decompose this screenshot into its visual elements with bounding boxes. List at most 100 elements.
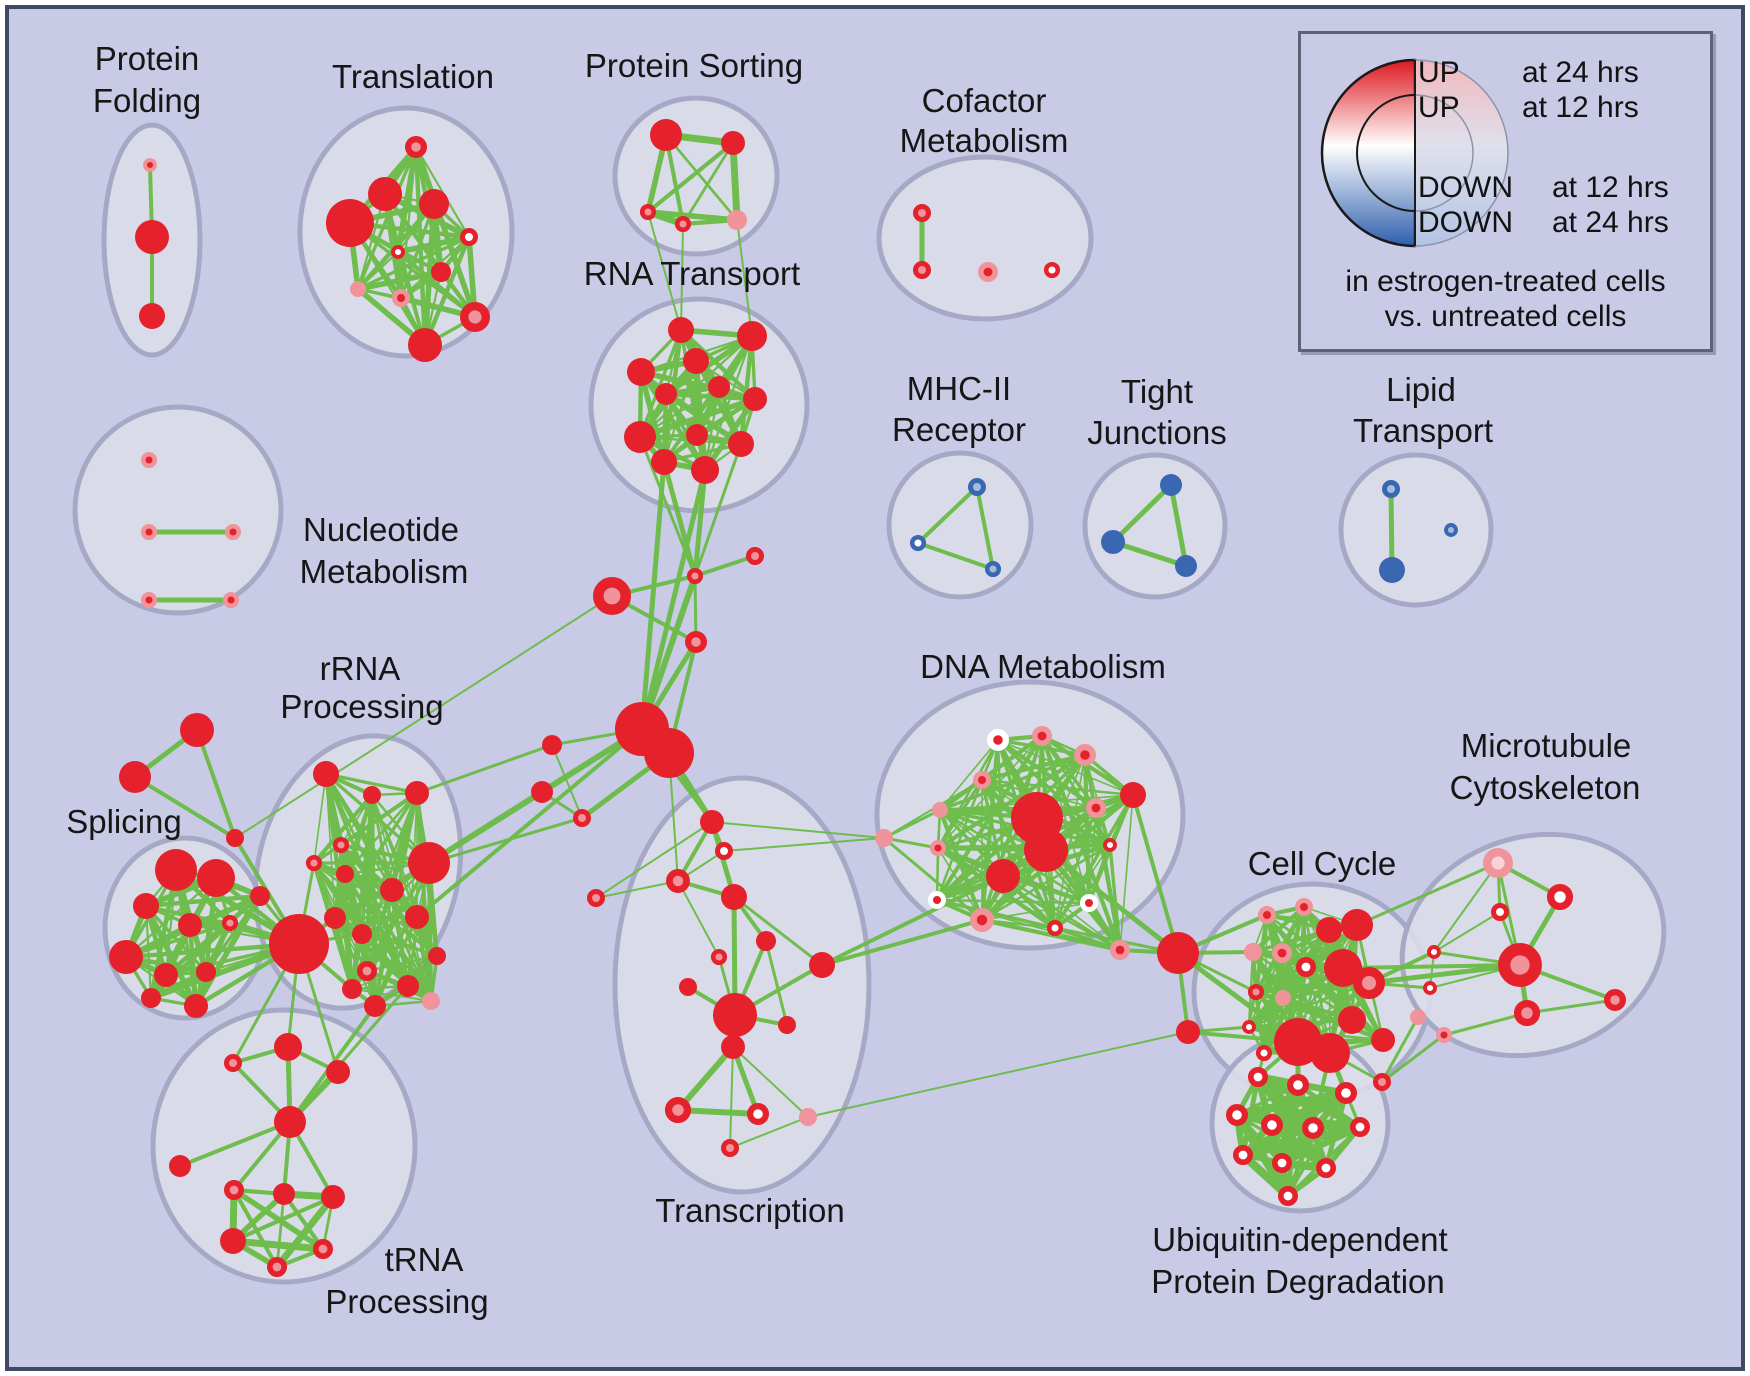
legend-caption-line2: vs. untreated cells	[1384, 300, 1627, 333]
edge	[1238, 1122, 1365, 1160]
legend-row-up-24: UP at 24 hrs	[1418, 56, 1698, 90]
edge	[1380, 1033, 1446, 1084]
node-tn-4	[169, 1155, 191, 1177]
edge	[639, 459, 667, 732]
node-mc-8	[1410, 1009, 1426, 1025]
edge	[1119, 794, 1134, 951]
edge	[638, 369, 758, 402]
node-dm-14	[1046, 919, 1064, 937]
node-cc-14	[1310, 1033, 1350, 1073]
edge	[820, 918, 984, 967]
node-rt-3	[627, 358, 655, 386]
node-tn-5	[224, 1180, 245, 1201]
edge	[702, 396, 758, 473]
node-tl-6	[431, 262, 451, 282]
node-f_k	[1157, 932, 1199, 974]
node-mh-1	[909, 534, 927, 552]
edge	[1232, 1088, 1351, 1120]
edge	[1238, 1150, 1293, 1201]
cluster-tn-label-1: Processing	[325, 1283, 488, 1320]
node-tn-1	[274, 1033, 302, 1061]
edge	[723, 837, 885, 852]
legend-time-label: at 12 hrs	[1522, 91, 1639, 124]
edge	[230, 1194, 336, 1244]
edge	[729, 1046, 734, 1149]
edge	[637, 396, 758, 440]
edge	[680, 223, 684, 331]
node-tn-10	[266, 1257, 287, 1278]
edge	[426, 860, 434, 1004]
cluster-tn-ellipse	[150, 1007, 418, 1285]
node-rr-13	[342, 979, 362, 999]
node-ps-0	[650, 119, 682, 151]
node-dm-16	[1110, 939, 1131, 960]
node-ub-1	[1286, 1073, 1309, 1096]
edge	[935, 843, 1112, 902]
label-layer: Protein Folding Translation Protein Sorting…	[66, 40, 1640, 1320]
edge	[389, 887, 411, 989]
cluster-cm-label-0: Cofactor	[922, 82, 1047, 119]
edge	[935, 842, 1113, 851]
edge	[662, 385, 721, 464]
edge	[595, 880, 679, 899]
node-mc-4	[1498, 943, 1542, 987]
edge	[1388, 486, 1395, 573]
legend-dir-label: DOWN	[1418, 171, 1513, 204]
edge	[1093, 805, 1123, 953]
edge	[1433, 911, 1501, 953]
node-dm-4	[932, 802, 948, 818]
node-ub-2	[1334, 1081, 1357, 1104]
edge	[195, 728, 237, 840]
node-tc-6	[756, 931, 776, 951]
legend-time-label: at 24 hrs	[1552, 206, 1669, 239]
edge	[1380, 1015, 1420, 1084]
node-f_l	[1176, 1020, 1200, 1044]
node-mc-7	[1603, 988, 1626, 1011]
edge	[661, 459, 698, 579]
node-dm-8	[1120, 782, 1146, 808]
node-rt-0	[668, 317, 694, 343]
node-ps-2	[639, 203, 657, 221]
node-f_f	[573, 809, 591, 827]
edge	[1110, 482, 1174, 545]
node-rt-5	[708, 376, 730, 398]
node-cc-0	[1258, 906, 1276, 924]
cluster-mh-label-0: MHC-II	[907, 370, 1011, 407]
cluster-nm-label-1: Metabolism	[300, 553, 469, 590]
edge	[187, 922, 199, 1009]
edge	[1086, 842, 1113, 906]
node-tc-5	[710, 948, 728, 966]
node-dm-6	[1024, 828, 1068, 872]
node-sp-11	[141, 988, 161, 1008]
node-ub-7	[1233, 1145, 1254, 1166]
legend-row-down-24: DOWN at 24 hrs	[1418, 206, 1698, 240]
node-sp-12	[184, 994, 208, 1018]
node-f_d	[542, 735, 562, 755]
cluster-tj-label-0: Tight	[1121, 373, 1193, 410]
node-cc-6	[1296, 956, 1317, 977]
cluster-mc-label-1: Cytoskeleton	[1450, 769, 1641, 806]
node-cc-15	[1338, 1006, 1366, 1034]
edge	[675, 1107, 761, 1117]
node-cc-12	[1255, 1044, 1273, 1062]
edge	[882, 836, 984, 922]
node-tl-7	[350, 281, 366, 297]
edge	[1131, 793, 1180, 955]
node-sp-8	[109, 940, 143, 974]
edge	[882, 836, 940, 850]
edge	[935, 898, 1091, 905]
node-f_a	[746, 547, 764, 565]
node-cc-16	[1371, 1028, 1395, 1052]
node-cm-2	[977, 261, 998, 282]
edge	[1054, 844, 1111, 929]
edge	[647, 211, 682, 331]
cluster-cm-ellipse	[876, 154, 1094, 322]
node-rr-14	[397, 975, 419, 997]
edge	[764, 939, 789, 1027]
node-cc-2	[1316, 917, 1342, 943]
node-tc-14	[721, 1139, 739, 1157]
edge	[1250, 904, 1307, 955]
edge	[1043, 847, 1181, 956]
edge	[980, 843, 1112, 922]
edge	[365, 954, 439, 973]
